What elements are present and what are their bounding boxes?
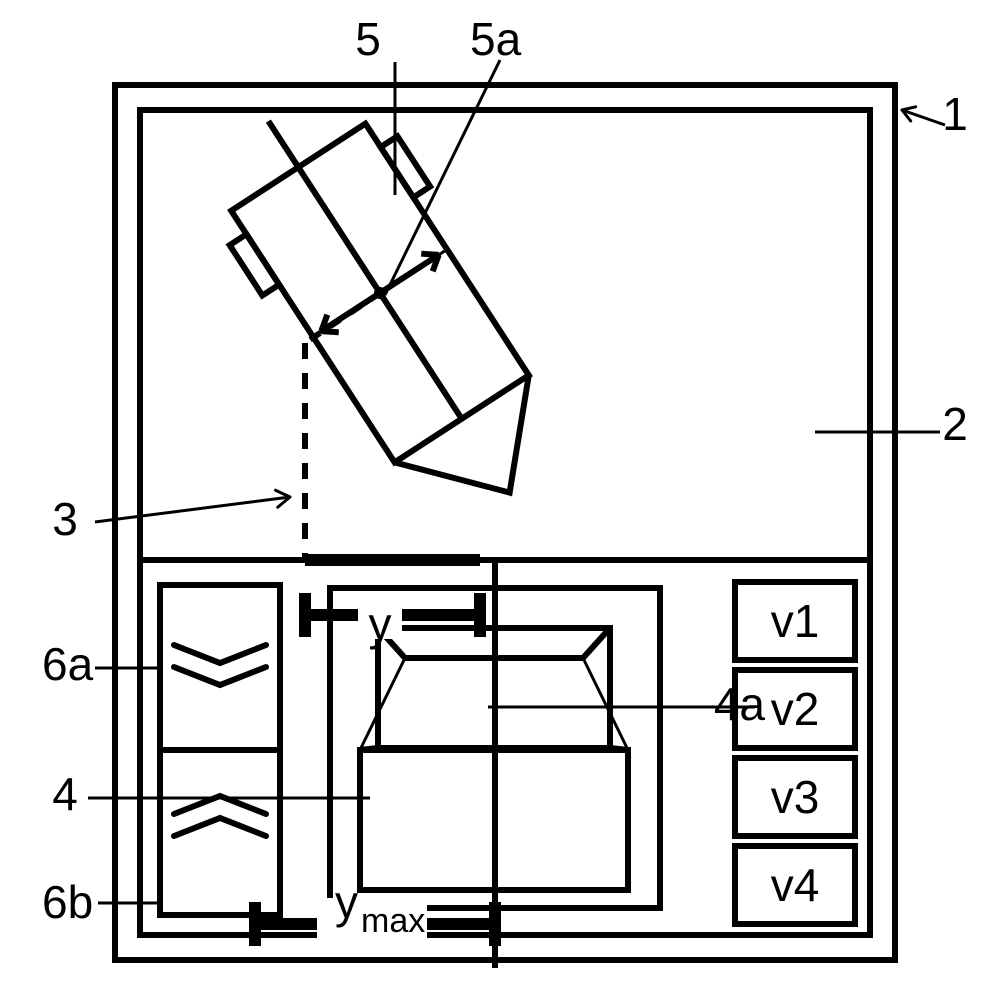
v-button-label: v4 xyxy=(771,859,820,911)
ymax-label-y: y xyxy=(335,876,358,928)
callout-2: 2 xyxy=(942,398,968,450)
chevron-up-icon[interactable] xyxy=(174,667,266,685)
v-button-label: v2 xyxy=(771,683,820,735)
v-button-label: v3 xyxy=(771,771,820,823)
v-button-label: v1 xyxy=(771,595,820,647)
chevron-down-icon[interactable] xyxy=(174,818,266,836)
y-label: y xyxy=(369,598,392,650)
callout-4: 4 xyxy=(52,768,78,820)
callout-1: 1 xyxy=(942,88,968,140)
chevron-up-icon[interactable] xyxy=(174,645,266,663)
trailer xyxy=(184,67,593,547)
callout-5a: 5a xyxy=(470,13,522,65)
callout-6a: 6a xyxy=(42,638,94,690)
callout-3: 3 xyxy=(52,493,78,545)
callout-6b: 6b xyxy=(42,876,93,928)
ymax-label-sub: max xyxy=(361,902,425,940)
callout-5: 5 xyxy=(355,13,381,65)
callout-4a: 4a xyxy=(714,678,766,730)
